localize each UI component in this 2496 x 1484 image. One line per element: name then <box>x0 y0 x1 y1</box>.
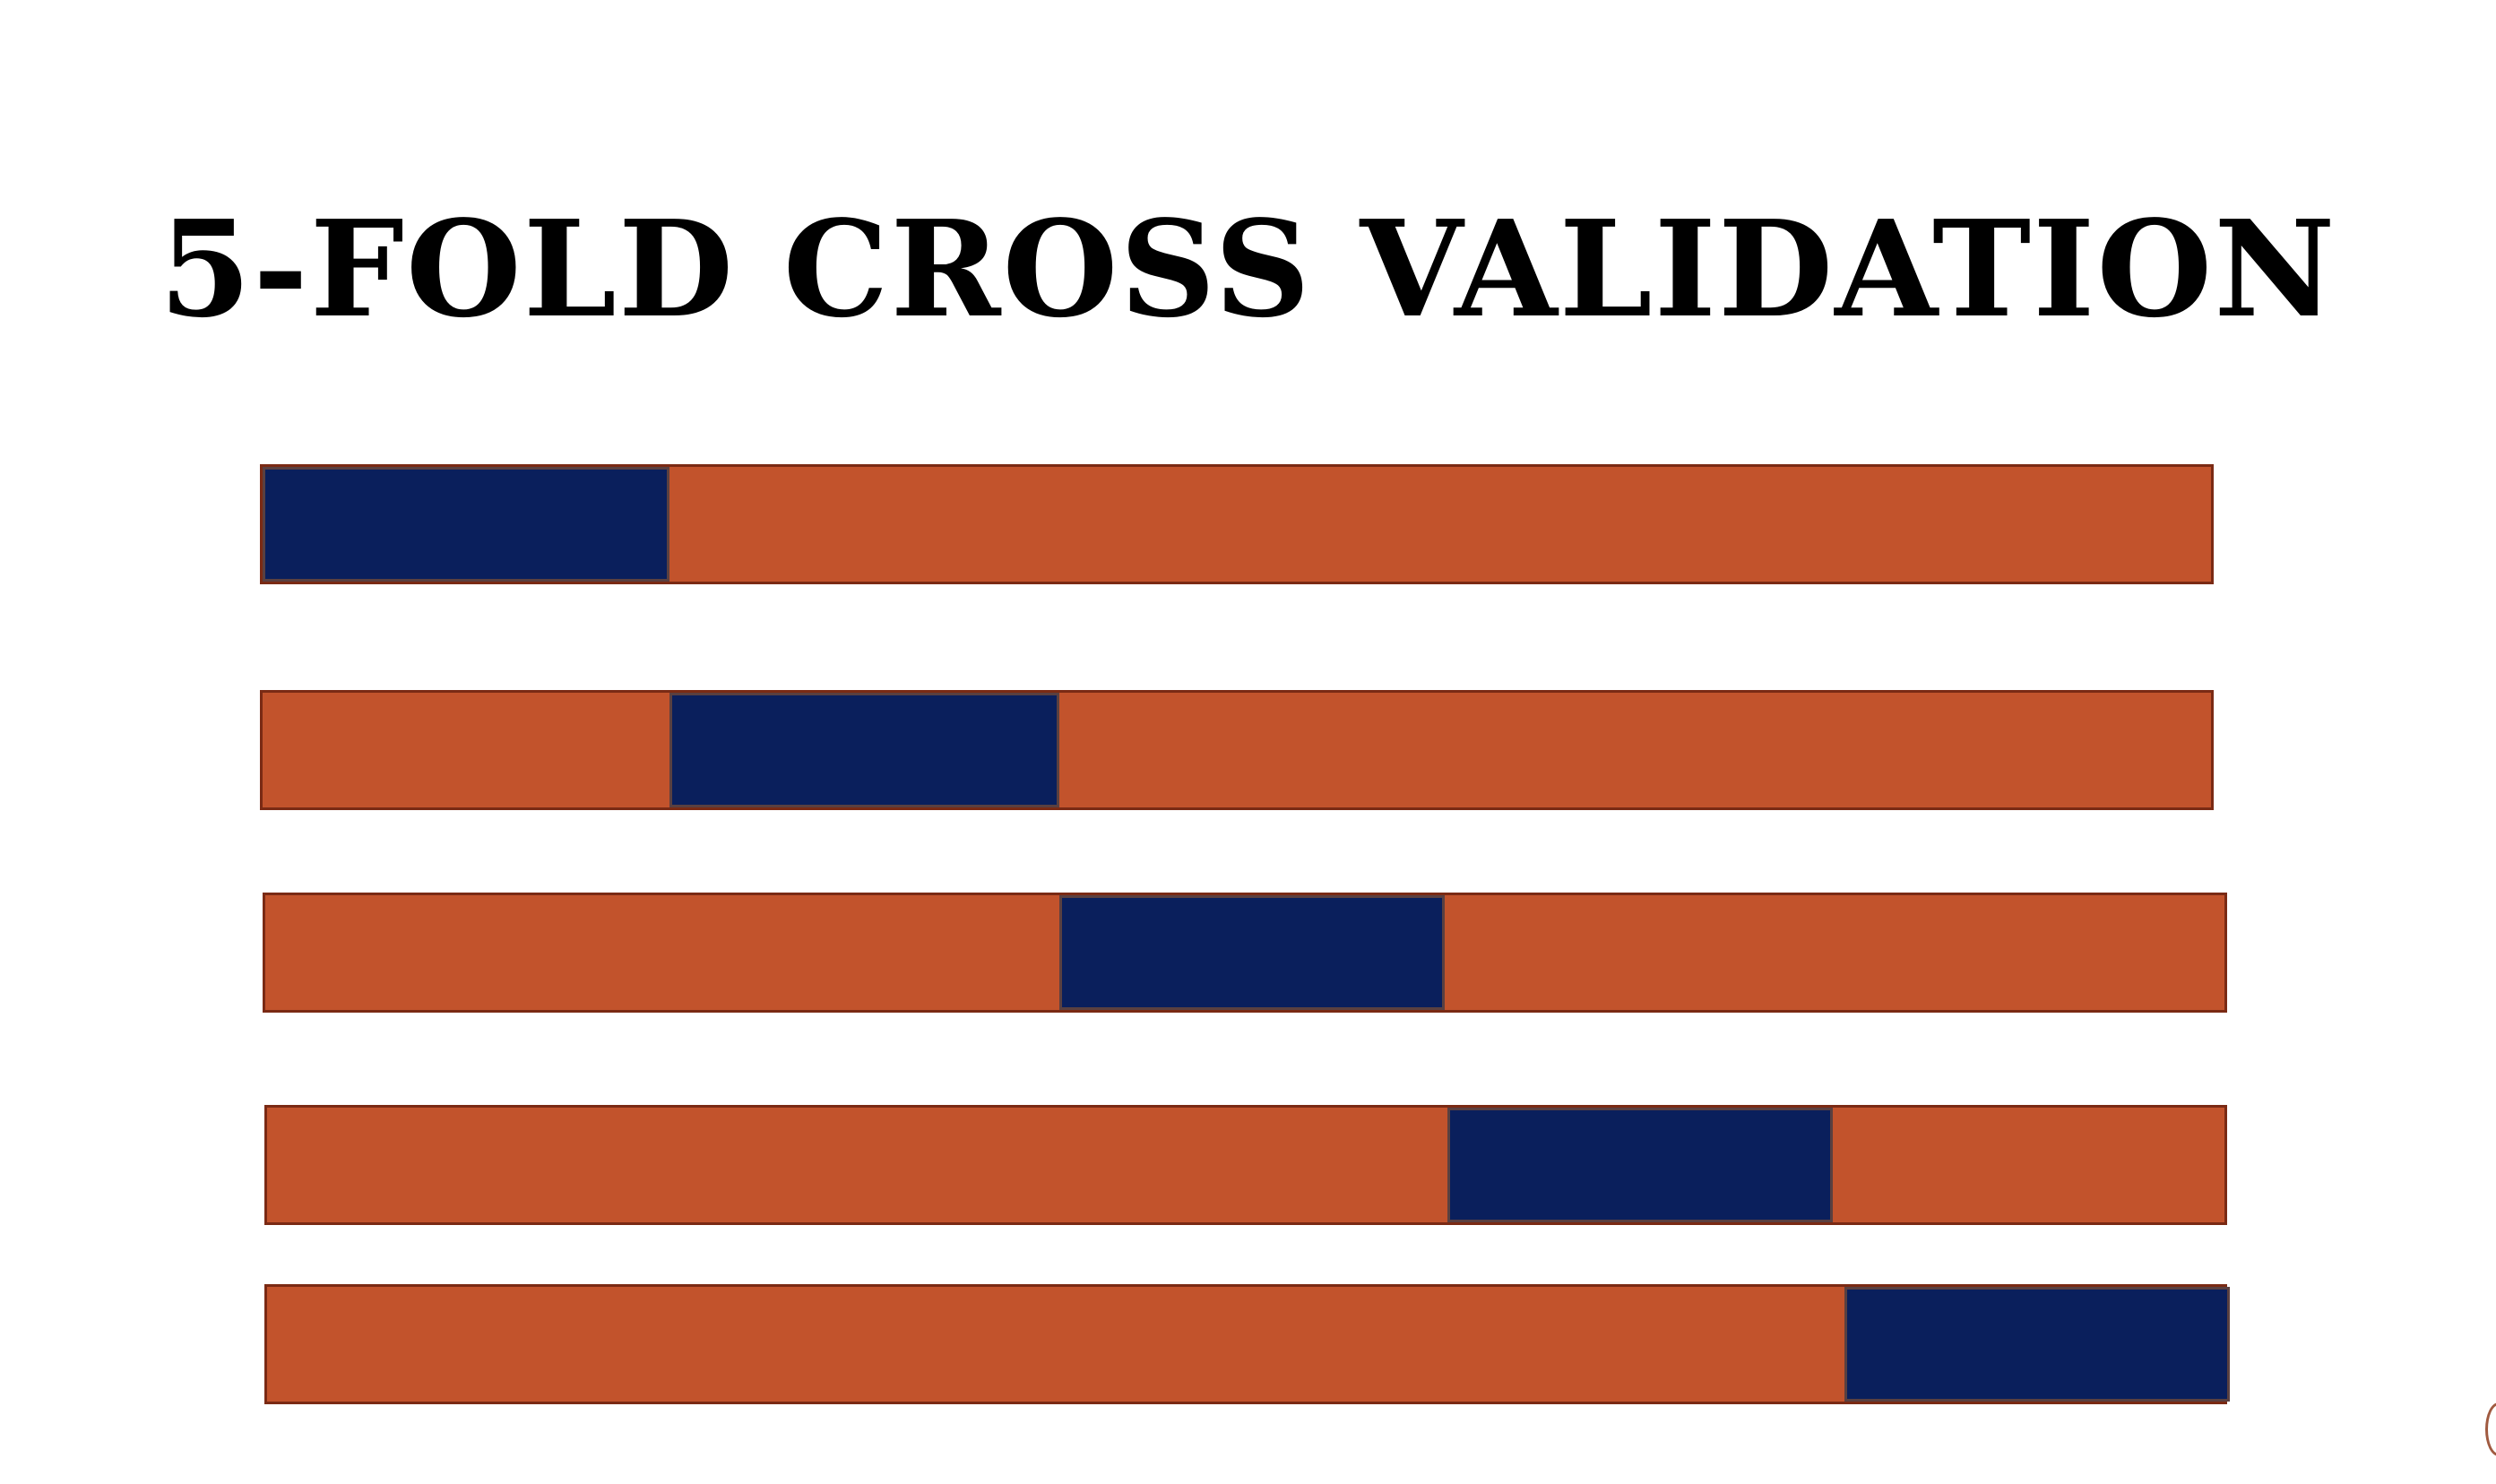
corner-mark <box>2485 1402 2496 1456</box>
fold-row-1 <box>260 464 2214 584</box>
test-segment-fold-1 <box>263 467 669 582</box>
fold-row-5 <box>264 1284 2230 1404</box>
fold-row-3 <box>263 893 2227 1013</box>
test-segment-fold-3 <box>1059 895 1445 1010</box>
diagram-title: 5-FOLD CROSS VALIDATION <box>159 191 2337 347</box>
test-segment-fold-5 <box>1844 1287 2230 1402</box>
test-segment-fold-2 <box>669 693 1059 807</box>
test-segment-fold-4 <box>1447 1108 1833 1222</box>
fold-row-2 <box>260 690 2214 810</box>
fold-row-4 <box>264 1105 2227 1225</box>
